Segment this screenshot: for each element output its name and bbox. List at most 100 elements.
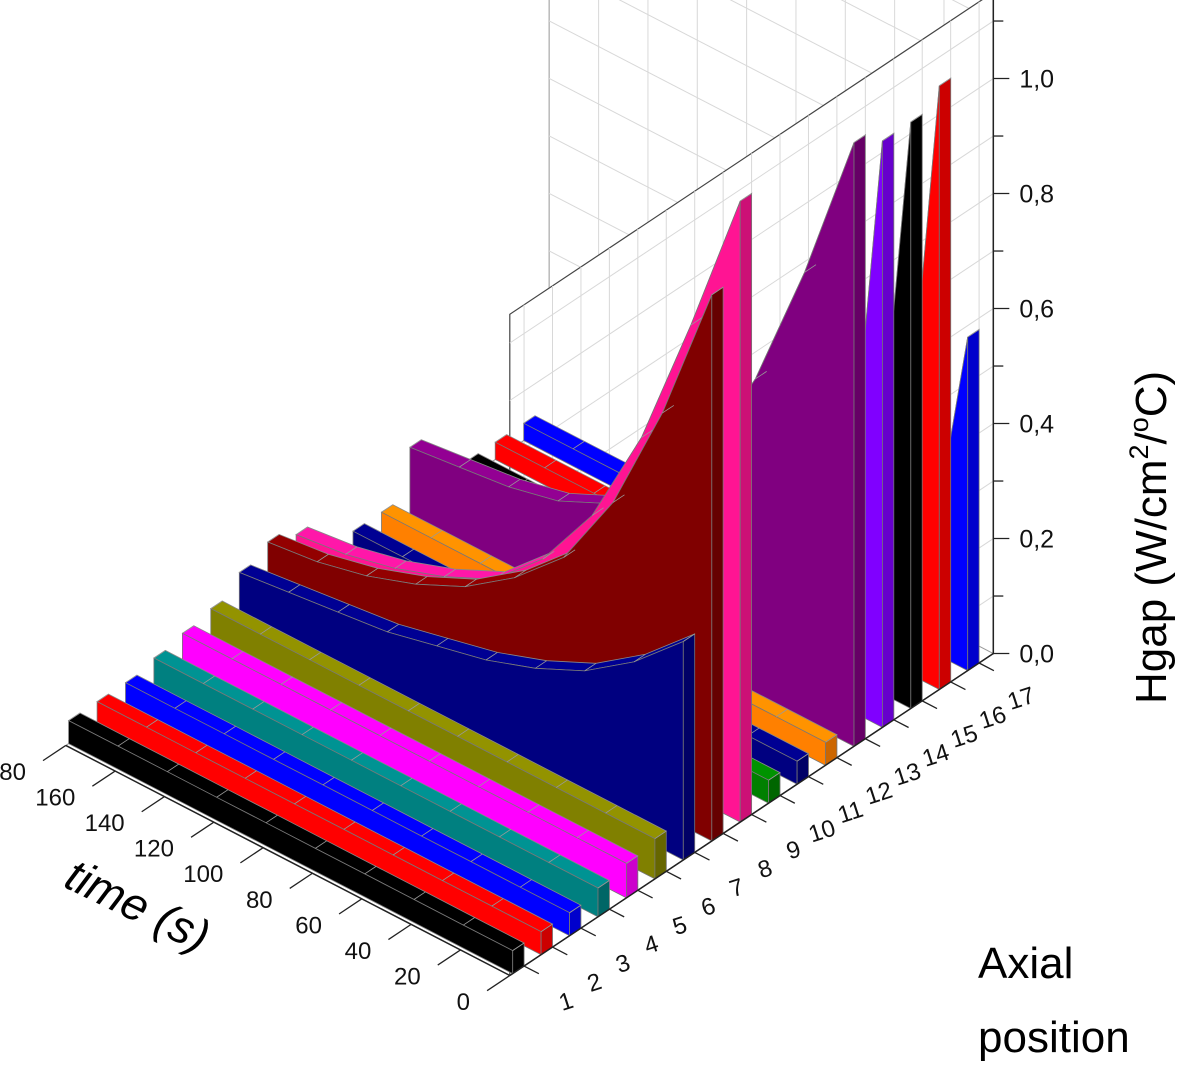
series-cap: [967, 328, 980, 672]
series-cell-line: [499, 829, 511, 838]
axial-tick-label: 1: [556, 987, 577, 1017]
chart-bars: [67, 77, 980, 975]
axial-tick: [722, 832, 739, 842]
y-axis-title-line2: position: [978, 1013, 1130, 1062]
series-cell-line: [351, 752, 363, 761]
series-cell-line: [825, 734, 838, 743]
axial-tick: [808, 776, 824, 785]
time-tick-label: 120: [134, 836, 174, 863]
series-cell-line: [421, 828, 434, 837]
series-cell-line: [280, 676, 293, 685]
axial-tick: [921, 700, 938, 710]
series-cell-line: [259, 626, 272, 635]
series-cell-line: [407, 702, 420, 712]
axial-tick: [893, 719, 909, 729]
series-cap: [910, 113, 923, 710]
series-cell-line: [576, 829, 589, 839]
series-cell-line: [223, 725, 236, 735]
z-axis-title-suffix: C): [1127, 371, 1176, 417]
time-tick-label: 140: [85, 810, 125, 837]
series-cell-line: [322, 777, 335, 786]
axial-tick: [523, 965, 540, 975]
series-cell-line: [626, 855, 639, 864]
y-axis-title-line1: Axial: [978, 939, 1073, 988]
axial-tick-label: 3: [612, 949, 633, 979]
time-tick-label: 100: [183, 861, 223, 888]
series-cap: [682, 633, 696, 861]
series-cell-line: [542, 550, 555, 560]
gridline-height: [840, 0, 994, 79]
series-cell-line: [470, 853, 483, 862]
series-cell-line: [409, 439, 422, 448]
axial-tick-label: 10: [805, 814, 839, 848]
series-cell-line: [153, 650, 166, 659]
axial-tick-label: 12: [862, 777, 896, 811]
series-cell-line: [910, 114, 923, 123]
series-cell-line: [428, 753, 441, 762]
series-cell-line: [683, 633, 695, 642]
time-tick-label: 20: [394, 963, 421, 990]
series-cell-line: [387, 623, 399, 633]
time-tick-label: 0: [457, 989, 470, 1016]
axial-tick-label: 7: [726, 873, 747, 903]
height-tick-label: 0,2: [1019, 526, 1054, 554]
axial-tick: [552, 946, 568, 956]
series-cell-line: [479, 555, 492, 564]
axial-tick: [609, 908, 625, 918]
series-cell-line: [662, 405, 675, 414]
time-tick-label: 40: [345, 938, 372, 965]
series-cell-line: [569, 904, 582, 914]
series-cap: [853, 134, 866, 748]
series-cell-line: [555, 779, 568, 788]
series-cell-line: [295, 526, 308, 535]
series-cell-line: [755, 371, 767, 380]
series-cell-line: [449, 803, 462, 812]
series-cell-line: [597, 880, 610, 889]
axial-tick-label: 8: [755, 854, 776, 884]
axial-tick-label: 13: [891, 758, 925, 792]
axial-tick-label: 11: [835, 796, 867, 829]
z-axis-title-prefix: Hgap (W/cm: [1127, 460, 1176, 704]
series-cell-line: [252, 701, 265, 710]
time-tick: [437, 949, 461, 966]
series-cell-line: [523, 415, 536, 424]
series-cell-line: [540, 923, 553, 933]
series-cell-line: [244, 770, 257, 779]
series-cell-line: [612, 494, 625, 503]
series-cell-line: [381, 504, 394, 513]
z-axis-title-sup1: 2: [1124, 444, 1154, 459]
height-tick-label: 1,0: [1019, 66, 1054, 94]
series-cell-line: [413, 891, 426, 900]
axial-tick-label: 2: [584, 968, 605, 998]
time-tick: [190, 821, 215, 838]
series-cell-line: [273, 751, 286, 760]
series-cell-line: [371, 802, 384, 811]
time-axis-line: [65, 744, 511, 977]
axial-tick: [950, 681, 966, 691]
series-cell-line: [394, 560, 407, 569]
axial-tick-label: 15: [947, 720, 981, 754]
axial-tick-label: 4: [641, 930, 662, 960]
series-cell-line: [584, 662, 597, 672]
axial-tick-label: 14: [919, 739, 953, 773]
time-tick: [486, 974, 511, 992]
time-tick-label: 180: [0, 759, 26, 786]
axial-tick: [637, 889, 653, 899]
series-cell-line: [506, 754, 519, 763]
series-cell-line: [288, 584, 301, 593]
axial-tick: [836, 757, 853, 766]
series-cell-line: [210, 600, 223, 609]
series-cell-line: [343, 821, 356, 830]
series-cell-line: [557, 493, 570, 502]
axial-tick: [779, 795, 796, 804]
time-tick: [289, 872, 313, 889]
series-cell-line: [294, 795, 307, 805]
time-tick: [141, 796, 165, 813]
series-cell-line: [316, 553, 329, 563]
series-cell-line: [495, 434, 507, 443]
series-cell-line: [442, 872, 455, 881]
height-tick-label: 0,6: [1019, 296, 1054, 324]
series-cell-line: [174, 700, 187, 709]
series-cap: [938, 77, 952, 691]
